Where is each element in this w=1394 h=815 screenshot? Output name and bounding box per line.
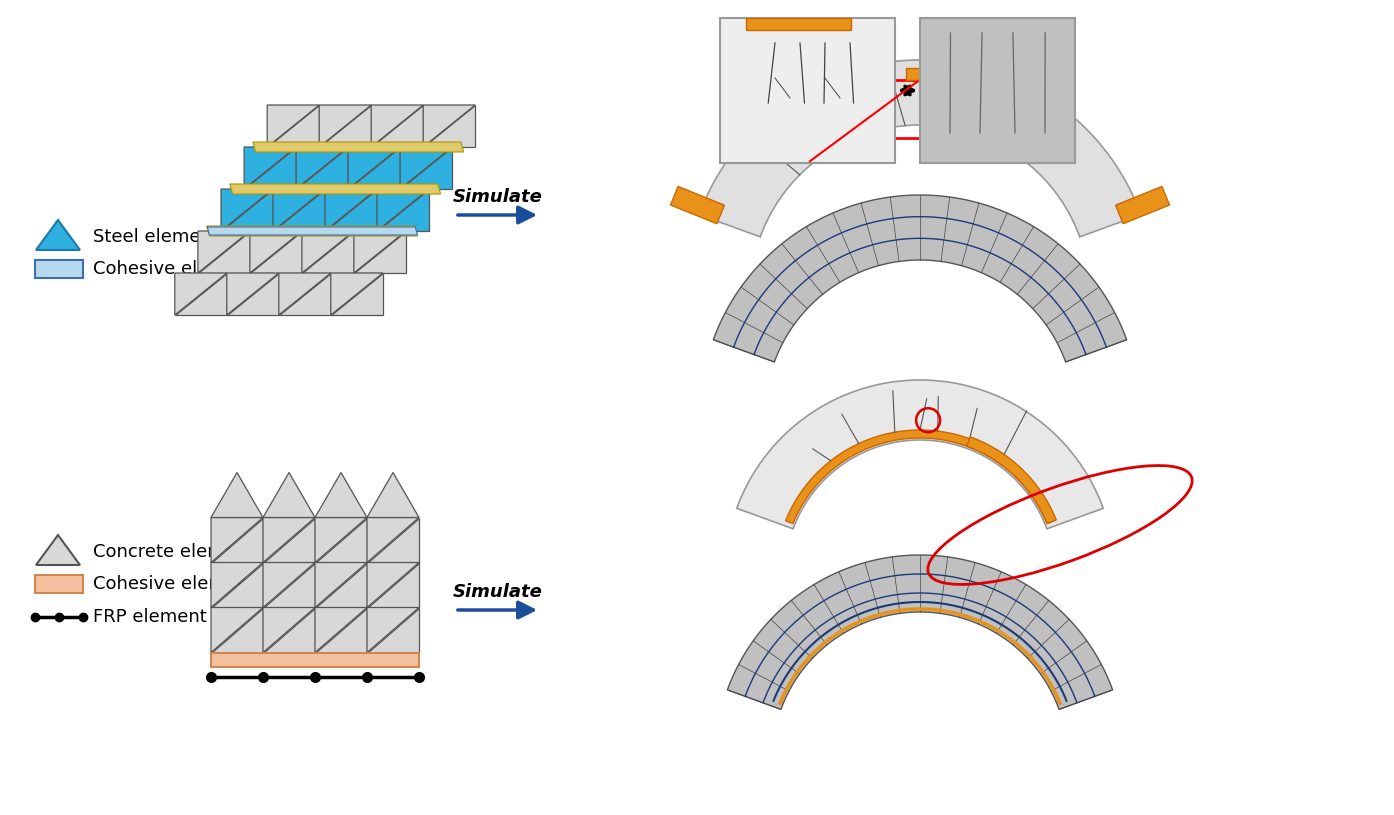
Polygon shape	[424, 105, 475, 147]
Polygon shape	[367, 518, 420, 562]
Polygon shape	[325, 189, 376, 231]
Polygon shape	[174, 273, 227, 315]
Polygon shape	[330, 273, 383, 315]
Polygon shape	[367, 607, 420, 653]
Polygon shape	[268, 105, 319, 147]
Polygon shape	[273, 189, 325, 231]
Text: FRP element: FRP element	[93, 608, 206, 626]
Polygon shape	[737, 380, 1103, 529]
Polygon shape	[250, 231, 302, 273]
Polygon shape	[315, 518, 367, 562]
Bar	[920, 18, 1075, 163]
Polygon shape	[348, 147, 400, 189]
Polygon shape	[263, 562, 315, 607]
Text: Concrete element: Concrete element	[93, 543, 254, 561]
Bar	[894, 80, 947, 138]
Polygon shape	[36, 220, 79, 250]
Polygon shape	[210, 518, 263, 562]
Polygon shape	[208, 227, 417, 235]
Polygon shape	[367, 607, 420, 653]
Polygon shape	[967, 437, 1057, 524]
Polygon shape	[1115, 187, 1170, 224]
Polygon shape	[348, 147, 400, 189]
Bar	[746, 18, 852, 30]
Polygon shape	[371, 105, 424, 147]
Polygon shape	[210, 518, 263, 562]
Polygon shape	[315, 607, 367, 653]
Polygon shape	[296, 147, 348, 189]
Bar	[35, 575, 84, 593]
Polygon shape	[728, 555, 1112, 709]
Polygon shape	[198, 231, 250, 273]
Polygon shape	[400, 147, 452, 189]
Polygon shape	[263, 518, 315, 562]
Polygon shape	[244, 147, 296, 189]
Polygon shape	[354, 231, 406, 273]
Polygon shape	[273, 189, 325, 231]
Polygon shape	[222, 189, 273, 231]
Text: Simulate: Simulate	[453, 188, 542, 206]
Text: Cohesive element: Cohesive element	[93, 260, 255, 278]
Polygon shape	[319, 105, 371, 147]
Polygon shape	[210, 562, 263, 607]
Polygon shape	[302, 231, 354, 273]
Polygon shape	[268, 105, 319, 147]
Text: Steel element: Steel element	[93, 228, 219, 246]
Polygon shape	[376, 189, 429, 231]
Polygon shape	[786, 430, 1054, 524]
Polygon shape	[367, 562, 420, 607]
Bar	[210, 653, 420, 667]
Bar	[719, 18, 895, 163]
Polygon shape	[263, 518, 315, 562]
Polygon shape	[319, 105, 371, 147]
Polygon shape	[252, 142, 464, 152]
Polygon shape	[376, 189, 429, 231]
Text: Cohesive element: Cohesive element	[93, 575, 255, 593]
Polygon shape	[671, 187, 725, 224]
Text: Simulate: Simulate	[453, 583, 542, 601]
Polygon shape	[315, 473, 367, 518]
Polygon shape	[210, 607, 263, 653]
Polygon shape	[174, 273, 227, 315]
Polygon shape	[210, 473, 263, 518]
Polygon shape	[279, 273, 330, 315]
Polygon shape	[210, 607, 263, 653]
Polygon shape	[400, 147, 452, 189]
Polygon shape	[325, 189, 376, 231]
Polygon shape	[354, 231, 406, 273]
Polygon shape	[198, 231, 250, 273]
Polygon shape	[36, 535, 79, 565]
Polygon shape	[315, 562, 367, 607]
Polygon shape	[367, 562, 420, 607]
Polygon shape	[700, 60, 1140, 237]
Polygon shape	[302, 231, 354, 273]
Polygon shape	[244, 147, 296, 189]
Polygon shape	[222, 189, 273, 231]
Polygon shape	[367, 473, 420, 518]
Polygon shape	[263, 607, 315, 653]
Polygon shape	[424, 105, 475, 147]
Polygon shape	[279, 273, 330, 315]
Polygon shape	[330, 273, 383, 315]
Bar	[906, 68, 934, 80]
Polygon shape	[230, 184, 441, 194]
Polygon shape	[263, 473, 315, 518]
Polygon shape	[315, 518, 367, 562]
Polygon shape	[714, 195, 1126, 362]
Bar	[35, 260, 84, 278]
Polygon shape	[263, 607, 315, 653]
Polygon shape	[296, 147, 348, 189]
Polygon shape	[315, 607, 367, 653]
Polygon shape	[250, 231, 302, 273]
Polygon shape	[371, 105, 424, 147]
Polygon shape	[227, 273, 279, 315]
Polygon shape	[315, 562, 367, 607]
Polygon shape	[227, 273, 279, 315]
Polygon shape	[263, 562, 315, 607]
Polygon shape	[367, 518, 420, 562]
Polygon shape	[206, 226, 417, 236]
Polygon shape	[210, 562, 263, 607]
